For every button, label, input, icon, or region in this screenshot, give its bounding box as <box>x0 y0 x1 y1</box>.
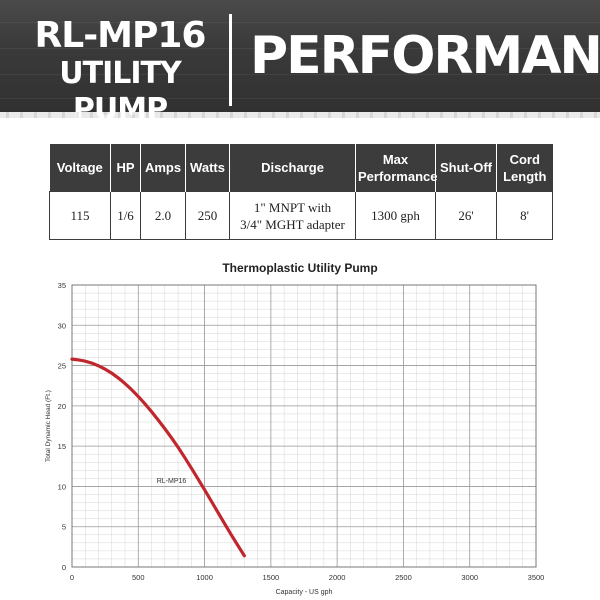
y-tick-label: 25 <box>58 362 66 371</box>
spec-value-cell: 26' <box>435 191 497 240</box>
spec-value-text: 2.0 <box>154 208 172 223</box>
spec-value-text: 115 <box>70 208 90 223</box>
product-title: RL-MP16 UTILITY PUMP <box>20 15 220 119</box>
x-tick-label: 0 <box>70 573 74 582</box>
spec-header-text: Watts <box>190 160 225 175</box>
y-tick-label: 10 <box>58 482 66 491</box>
spec-header-text: Cord <box>509 151 540 167</box>
y-tick-label: 0 <box>62 563 66 572</box>
y-axis-label: Total Dynamic Head (Ft.) <box>45 390 52 462</box>
y-tick-label: 30 <box>58 321 66 330</box>
x-tick-label: 2500 <box>395 573 412 582</box>
spec-header-text: HP <box>116 160 135 175</box>
spec-header-cell: Cord Length <box>496 144 553 192</box>
spec-header-cell: HP <box>110 144 141 192</box>
spec-value-cell: 1" MNPT with 3/4" MGHT adapter <box>229 191 356 240</box>
spec-value-cell: 250 <box>185 191 230 240</box>
spec-value-cell: 115 <box>49 191 111 240</box>
x-tick-label: 3500 <box>528 573 545 582</box>
spec-header-text: Voltage <box>56 160 103 175</box>
spec-header-cell: Discharge <box>229 144 356 192</box>
x-tick-label: 1500 <box>263 573 280 582</box>
plot-frame <box>71 284 537 568</box>
series-annotation: RL-MP16 <box>157 478 187 485</box>
section-title: PERFORMANCE <box>250 26 600 86</box>
spec-header-cell: Watts <box>185 144 230 192</box>
series-line <box>70 357 246 558</box>
spec-value-text: 26' <box>458 208 474 223</box>
spec-header-cell: Voltage <box>49 144 111 192</box>
spec-header-cell: Amps <box>140 144 186 192</box>
spec-header-row: Voltage HP Amps Watts Discharge Max Performanc… <box>49 144 553 192</box>
y-tick-label: 5 <box>62 523 66 532</box>
title-divider <box>229 14 232 106</box>
performance-chart: 0 500 1000 1500 2000 2500 3000 3500 0 5 10 15 20 25 30… <box>45 261 545 596</box>
spec-value-text: 1300 gph <box>371 208 420 223</box>
spec-value-cell: 2.0 <box>140 191 186 240</box>
wood-grain-line <box>0 74 600 75</box>
x-axis-label: Capacity - US gph <box>276 589 333 596</box>
spec-header-cell: Shut-Off <box>435 144 497 192</box>
spec-value-text: 250 <box>197 208 218 223</box>
x-tick-label: 3000 <box>461 573 478 582</box>
wood-grain-line <box>0 48 600 49</box>
spec-value-cell: 1/6 <box>110 191 141 240</box>
product-name: UTILITY PUMP <box>59 56 181 118</box>
spec-value-text: 1/6 <box>117 208 134 223</box>
spec-header-text: Discharge <box>261 160 324 175</box>
spec-value-text: 1" MNPT with <box>253 199 332 215</box>
spec-header-text: Shut-Off <box>440 160 492 175</box>
spec-header-text: Amps <box>144 160 182 175</box>
spec-value-text: 8' <box>520 208 529 223</box>
spec-header-text: Length <box>503 168 547 184</box>
spec-value-cell: 1300 gph <box>355 191 436 240</box>
y-tick-label: 35 <box>58 281 66 290</box>
spec-value-row: 115 1/6 2.0 250 1" MNPT with 3/4" MGHT adapte… <box>49 191 553 240</box>
wood-grain-line <box>0 22 600 23</box>
spec-table: Voltage HP Amps Watts Discharge Max Performanc… <box>49 144 553 240</box>
spec-header-cell: Max Performance <box>355 144 438 192</box>
x-tick-label: 500 <box>132 573 145 582</box>
spec-value-cell: 8' <box>496 191 553 240</box>
spec-value-text: 3/4" MGHT adapter <box>240 216 345 232</box>
x-tick-label: 2000 <box>329 573 346 582</box>
model-name: RL-MP16 <box>34 15 207 56</box>
spec-header-text: Max <box>382 151 409 167</box>
spec-header-text: Performance <box>358 168 438 184</box>
y-tick-label: 20 <box>58 402 66 411</box>
torn-edge <box>0 112 600 118</box>
y-tick-label: 15 <box>58 442 66 451</box>
header-banner: RL-MP16 UTILITY PUMP PERFORMANCE <box>0 0 600 118</box>
wood-grain-line <box>0 98 600 99</box>
chart-title: Thermoplastic Utility Pump <box>222 261 377 275</box>
x-tick-label: 1000 <box>196 573 213 582</box>
